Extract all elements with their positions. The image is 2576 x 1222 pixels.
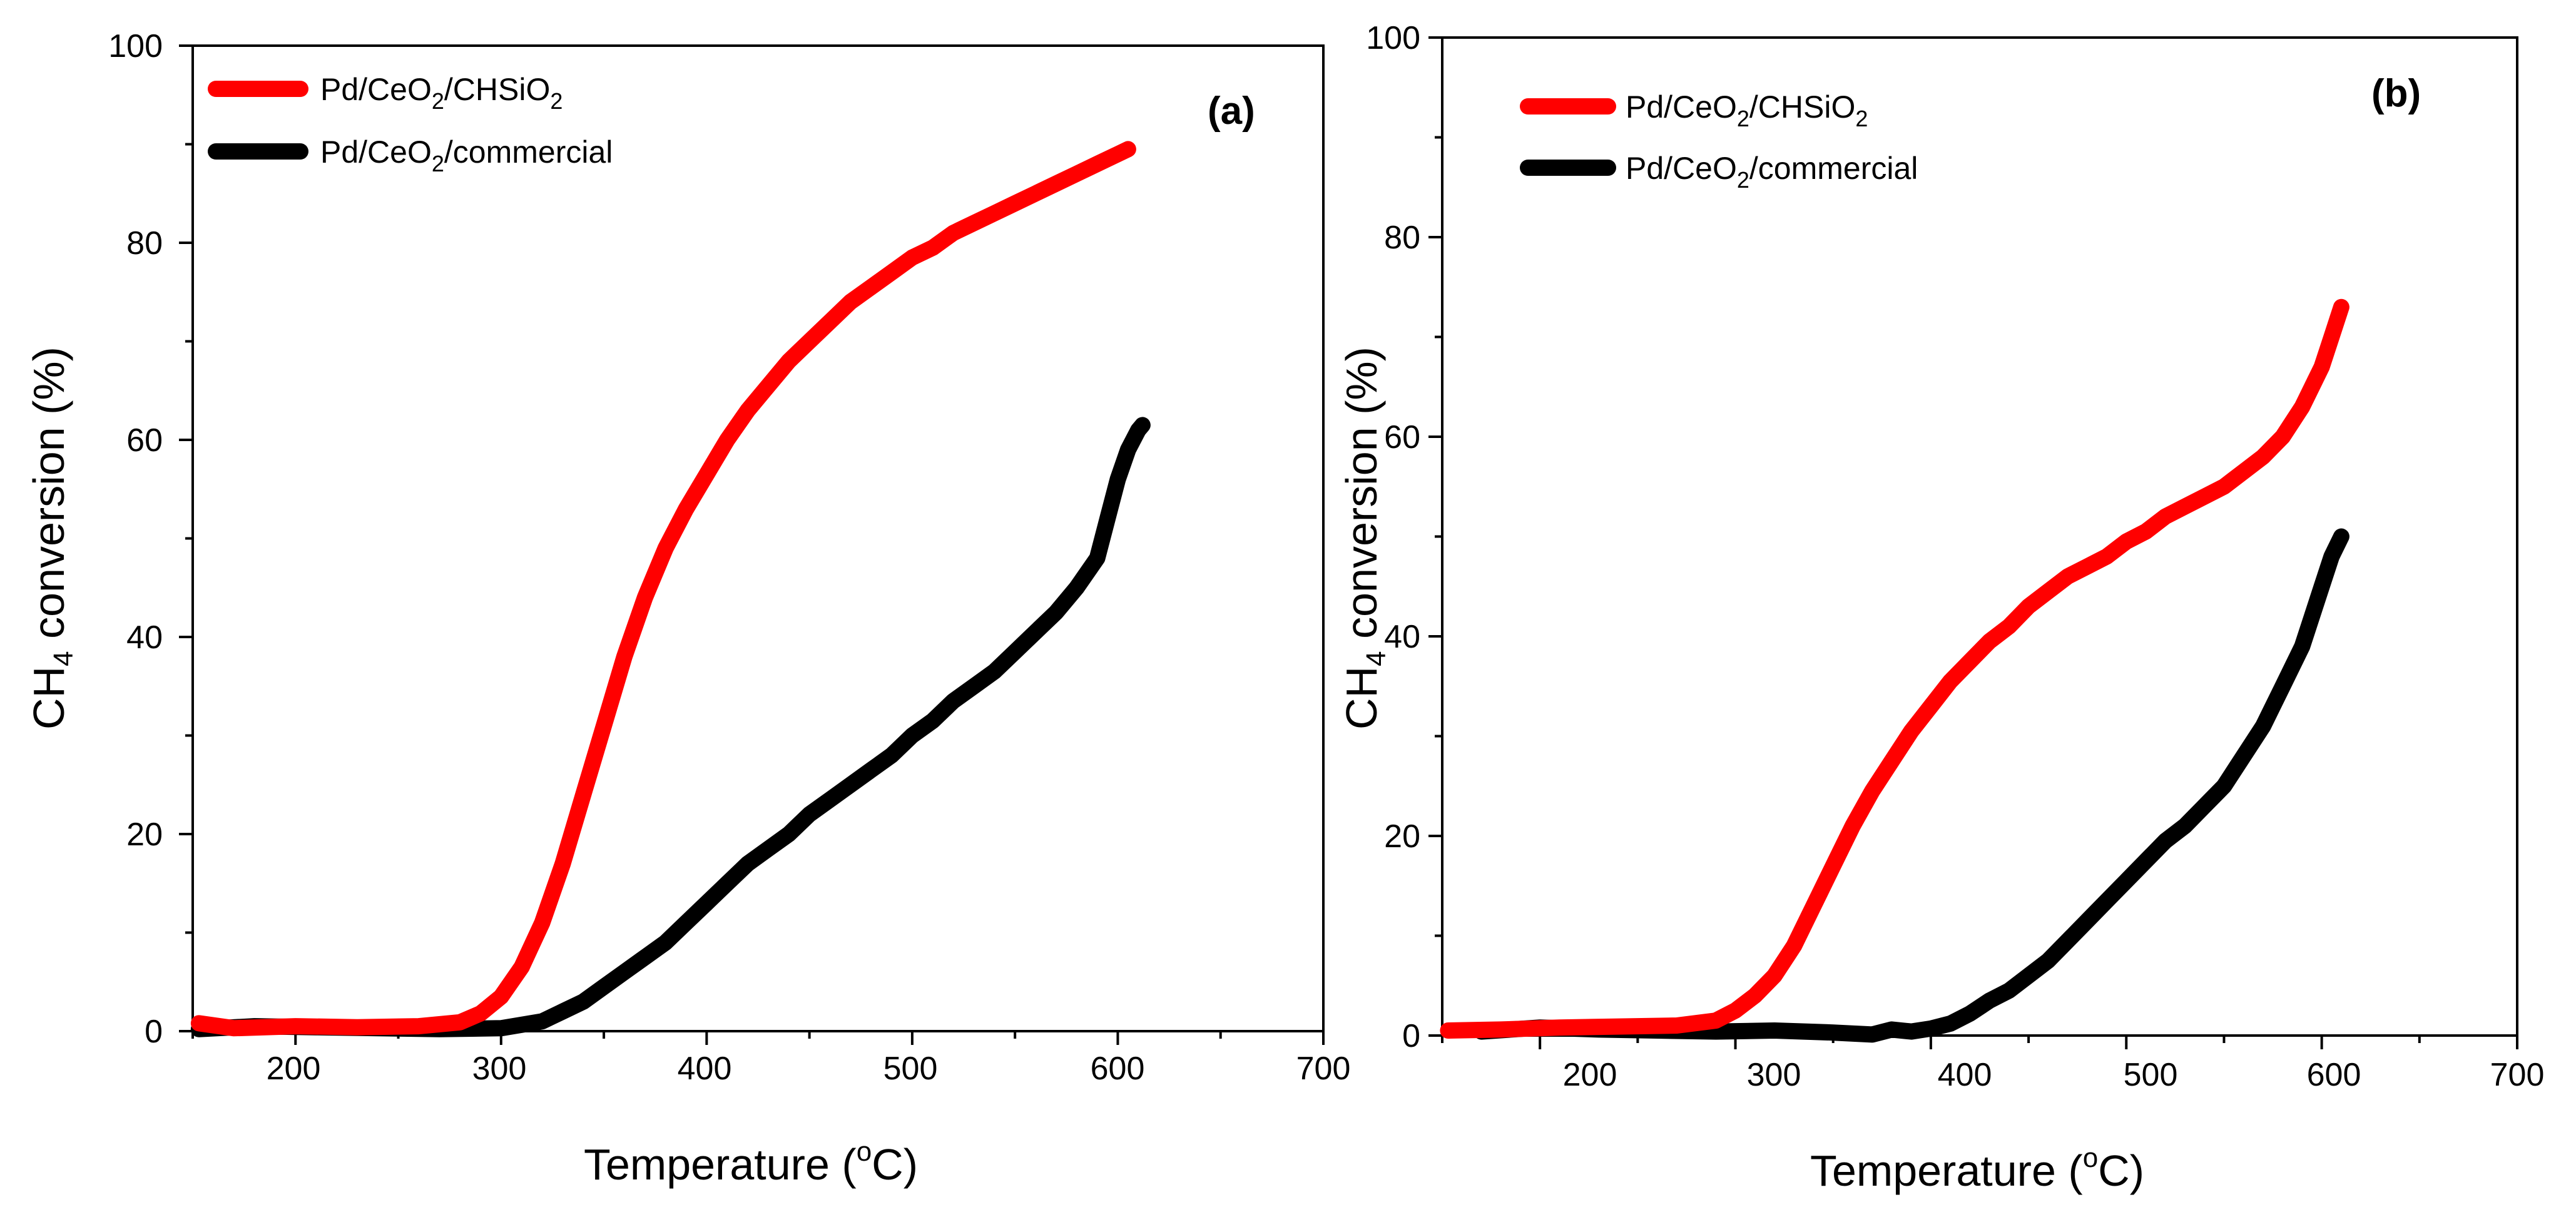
panel-label: (a)	[1208, 89, 1255, 133]
legend-label: Pd/CeO2/commercial	[1626, 151, 1918, 193]
y-tick-label: 80	[1384, 220, 1420, 256]
series-layer	[190, 141, 1151, 1037]
legend-label: Pd/CeO2/commercial	[320, 135, 613, 176]
x-tick-label: 700	[1296, 1051, 1351, 1087]
x-axis-title: Temperature (oC)	[584, 1136, 918, 1189]
x-tick-label: 200	[1563, 1057, 1617, 1093]
panel-b: 200 300 400 500 600 700 0 20 40 60 80 10…	[1337, 20, 2544, 1195]
panel-a: 200 300 400 500 600 700 0 20 40 60 80 10…	[24, 28, 1350, 1189]
y-tick-label: 0	[1402, 1018, 1420, 1054]
y-tick-label: 20	[126, 817, 163, 853]
legend: Pd/CeO2/CHSiO2 Pd/CeO2/commercial	[1520, 89, 1918, 193]
y-tick-label: 20	[1384, 818, 1420, 855]
y-axis-title: CH4 conversion (%)	[1337, 347, 1392, 730]
x-tick-label: 700	[2490, 1057, 2545, 1093]
y-axis-ticks	[1428, 36, 1442, 1037]
series-line	[1473, 528, 2349, 1043]
y-tick-label: 80	[126, 225, 163, 262]
legend-label: Pd/CeO2/CHSiO2	[320, 72, 563, 114]
series-line	[1440, 298, 2349, 1039]
series-line	[190, 141, 1136, 1037]
y-tick-label: 100	[1366, 20, 1420, 56]
x-tick-label: 200	[267, 1051, 321, 1087]
x-tick-label: 300	[1747, 1057, 1801, 1093]
legend-label: Pd/CeO2/CHSiO2	[1626, 89, 1868, 131]
y-tick-label: 60	[126, 422, 163, 459]
y-tick-label: 40	[126, 619, 163, 656]
plot-frame	[1441, 36, 2518, 1037]
y-tick-label: 100	[108, 28, 163, 64]
y-tick-label: 0	[145, 1014, 163, 1050]
x-axis-title: Temperature (oC)	[1810, 1143, 2144, 1195]
y-tick-label: 40	[1384, 619, 1420, 655]
y-axis-title: CH4 conversion (%)	[24, 347, 79, 730]
x-tick-label: 600	[1091, 1051, 1145, 1087]
x-tick-label: 400	[1938, 1057, 1992, 1093]
y-tick-label: 60	[1384, 419, 1420, 456]
panel-label: (b)	[2371, 72, 2421, 115]
y-axis-ticks	[179, 44, 193, 1032]
series-layer	[1440, 298, 2349, 1043]
legend: Pd/CeO2/CHSiO2 Pd/CeO2/commercial	[208, 72, 613, 176]
series-line	[190, 417, 1151, 1037]
x-tick-label: 300	[472, 1051, 527, 1087]
x-tick-label: 400	[678, 1051, 732, 1087]
x-tick-label: 500	[883, 1051, 938, 1087]
plot-frame	[191, 44, 1325, 1032]
x-tick-label: 500	[2124, 1057, 2178, 1093]
x-tick-label: 600	[2307, 1057, 2361, 1093]
